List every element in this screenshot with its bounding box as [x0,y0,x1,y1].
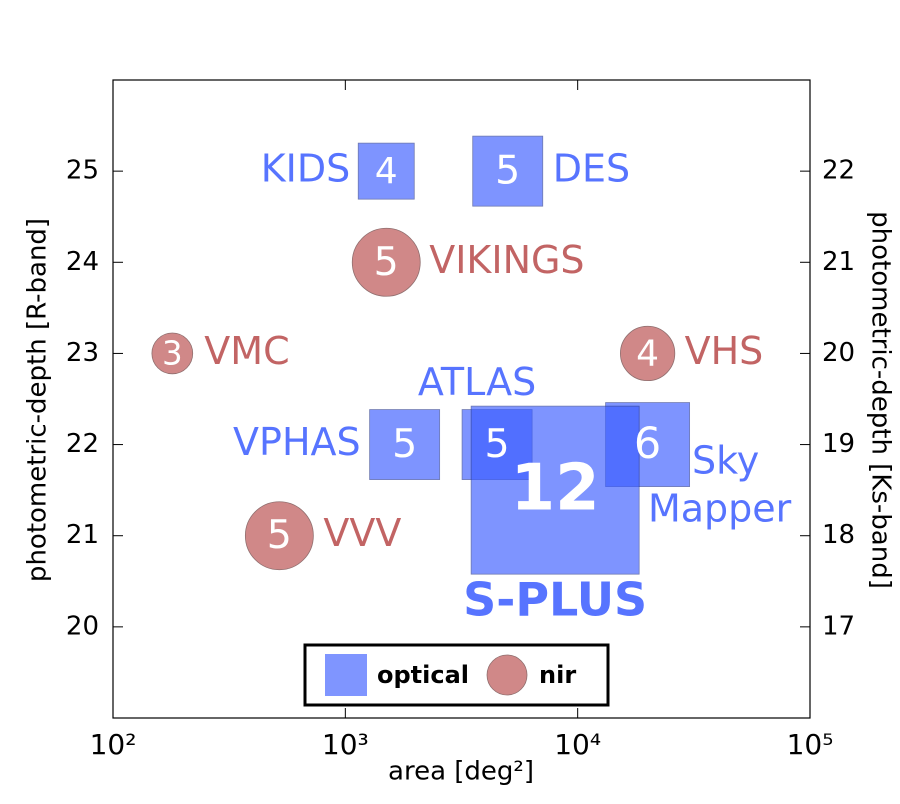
filter-count: 5 [392,421,417,467]
y-tick-label: 20 [66,611,99,641]
filter-count: 12 [511,452,600,526]
survey-label: Sky Mapper [636,438,792,530]
filter-count: 5 [495,148,520,194]
y-tick-label: 22 [66,429,99,459]
filter-count: 5 [485,421,510,467]
x-tick-label: 10⁴ [554,728,601,761]
filter-count: 3 [162,334,183,372]
y-tick-label: 23 [66,338,99,368]
plot-frame [112,79,811,719]
y2-tick-label: 21 [822,247,855,277]
survey-label: VMC [204,329,289,373]
y2-tick-label: 19 [822,429,855,459]
x-tick-label: 10⁵ [787,728,834,761]
square-marker [470,405,640,575]
y2-tick-label: 22 [822,156,855,186]
y-axis-label: photometric-depth [R-band] [23,218,53,582]
square-marker [369,409,441,480]
filter-count: 5 [374,239,399,285]
survey-label: VIKINGS [429,238,584,282]
legend-label: optical [377,661,469,689]
filter-count: 4 [636,333,659,374]
x-axis-label: area [deg²] [388,757,534,787]
legend-swatch [325,654,367,696]
legend-swatch [486,654,528,696]
filter-count: 5 [267,512,292,558]
x-tick-label: 10³ [322,728,369,761]
legend-label: nir [539,661,576,689]
y-tick-label: 21 [66,520,99,550]
legend: optical nir [303,643,610,707]
y2-tick-label: 18 [822,520,855,550]
filter-count: 6 [634,419,661,469]
series-group [357,135,691,575]
survey-label: ATLAS [418,360,536,404]
circle-marker [244,501,314,571]
survey-label: VVV [323,511,401,555]
y2-tick-label: 20 [822,338,855,368]
x-tick-label: 10² [90,728,137,761]
y-tick-label: 25 [66,156,99,186]
circle-marker [351,227,421,297]
y2-axis-label: photometric-depth [Ks-band] [866,211,896,589]
y-tick-label: 24 [66,247,99,277]
survey-label: VHS [685,329,764,373]
circle-marker [620,325,676,382]
survey-label: DES [553,147,630,191]
y2-tick-label: 17 [822,611,855,641]
square-marker [357,142,415,200]
series-group [151,227,676,571]
survey-label: KIDS [261,147,351,191]
survey-label: VPHAS [233,420,361,464]
circle-marker [151,332,194,375]
survey-label: S-PLUS [463,573,647,627]
filter-count: 4 [375,151,398,192]
square-marker [472,135,544,207]
